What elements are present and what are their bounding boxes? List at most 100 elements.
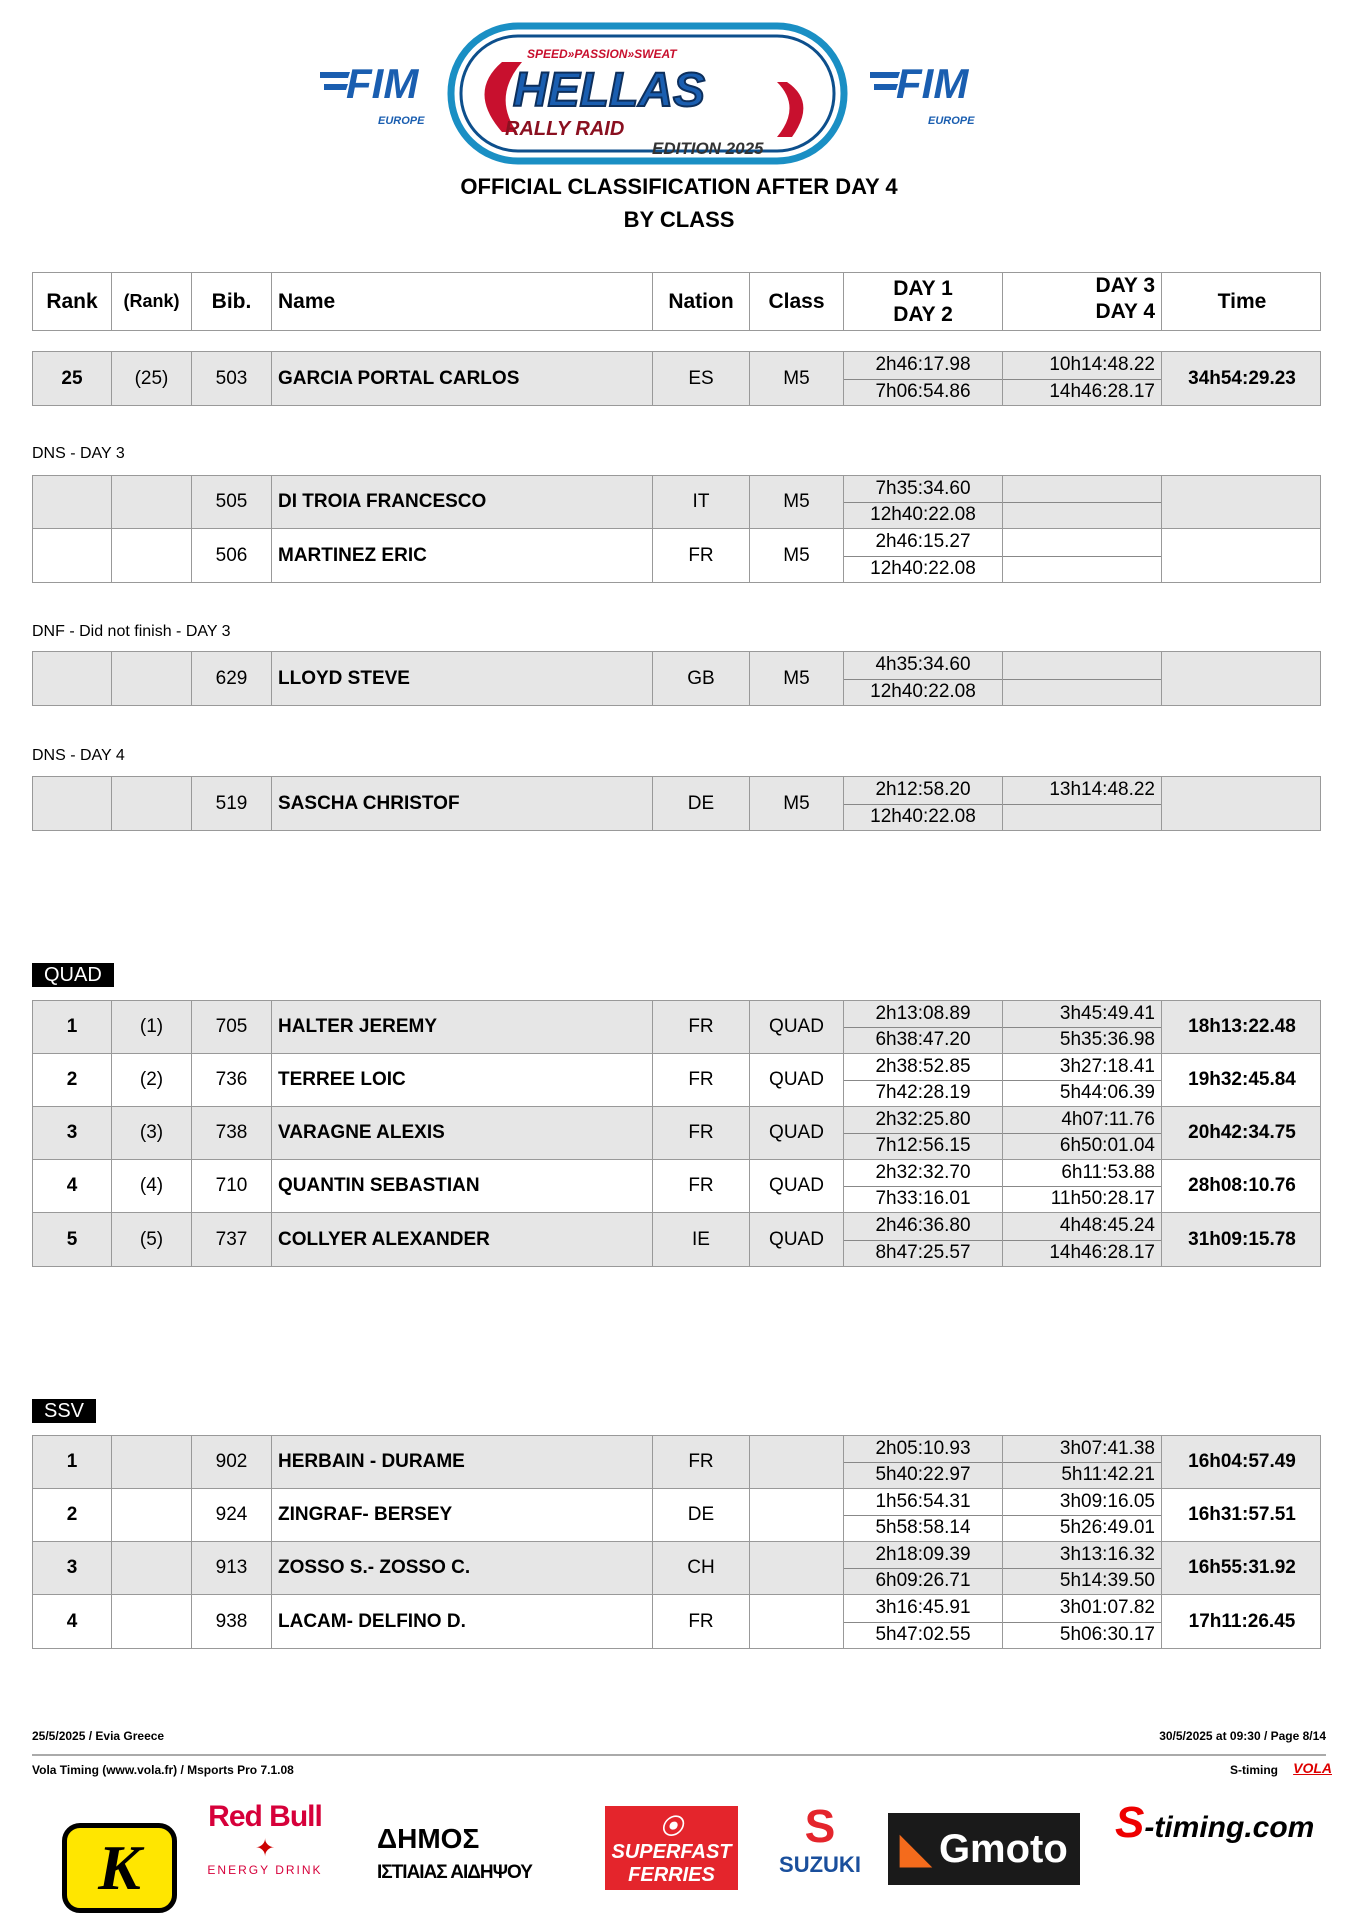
cell-bib: 629 [192,652,272,705]
cell-day1-day2: 2h32:32.70 7h33:16.01 [844,1160,1003,1212]
name-value: TERREE LOIC [278,1069,406,1090]
cell-name: HALTER JEREMY [271,1001,653,1053]
cell-rank [33,777,112,830]
table-row: 1 (1) 705 HALTER JEREMY FR QUAD 2h13:08.89 6h38… [33,1001,1320,1054]
rank-value: 3 [66,1557,78,1578]
cell-day3-day4: 10h14:48.22 14h46:28.17 [1003,352,1162,405]
cell-prev_rank [112,652,192,705]
bib-value: 736 [215,1069,248,1090]
total-time-value: 20h42:34.75 [1188,1122,1296,1143]
time-day2: 5h47:02.55 [875,1623,971,1645]
cell-rank [33,476,112,528]
cell-prev_rank: (4) [112,1160,192,1212]
cell-nation: FR [653,1107,750,1159]
time-day3: 3h27:18.41 [1003,1054,1161,1081]
cell-class [750,1436,844,1488]
total-time-value: 28h08:10.76 [1188,1175,1296,1196]
prev_rank-value: (2) [139,1069,164,1090]
cell-class [750,1595,844,1648]
header-bib: Bib. [192,273,272,330]
cell-name: QUANTIN SEBASTIAN [271,1160,653,1212]
class-value: QUAD [769,1069,824,1090]
bib-value: 738 [215,1122,248,1143]
rank-value: 5 [66,1228,78,1250]
nation-value: DE [687,1504,715,1525]
time-day2: 12h40:22.08 [870,805,976,827]
cell-bib: 913 [192,1542,272,1594]
bib-value: 705 [215,1016,248,1037]
name-value: ZINGRAF- BERSEY [278,1504,453,1525]
section-label: DNF - Did not finish - DAY 3 [32,623,231,640]
cell-class: M5 [750,352,844,405]
time-day4 [1003,679,1161,706]
time-day1: 4h35:34.60 [844,652,1002,680]
cell-day1-day2: 2h32:25.80 7h12:56.15 [844,1107,1003,1159]
table-row: 519 SASCHA CHRISTOF DE M5 2h12:58.20 12h40:22… [33,777,1320,830]
footer-print-page: 30/5/2025 at 09:30 / Page 8/14 [1159,1729,1326,1743]
cell-name: TERREE LOIC [271,1054,653,1106]
header-nation-label: Nation [668,289,734,313]
cell-bib: 506 [192,529,272,582]
time-day1: 7h35:34.60 [844,476,1002,503]
nation-value: IT [692,491,710,512]
cell-nation: CH [653,1542,750,1594]
rank-value: 4 [66,1175,78,1196]
class-value: QUAD [769,1016,824,1037]
cell-class: QUAD [750,1054,844,1106]
cell-total-time: 17h11:26.45 [1162,1595,1322,1648]
nation-value: FR [688,1122,714,1143]
total-time-value: 34h54:29.23 [1188,367,1296,389]
cell-prev_rank [112,1489,192,1541]
cell-class: QUAD [750,1001,844,1053]
cell-prev_rank [112,1595,192,1648]
time-day4 [1003,804,1161,831]
cell-day3-day4 [1003,476,1162,528]
time-day1: 1h56:54.31 [844,1489,1002,1516]
table-row: 2 (2) 736 TERREE LOIC FR QUAD 2h38:52.85 7h42:2… [33,1054,1320,1107]
name-value: SASCHA CHRISTOF [278,792,460,814]
table-row: 505 DI TROIA FRANCESCO IT M5 7h35:34.60 12h40… [33,476,1320,529]
cell-class: M5 [750,476,844,528]
cell-day1-day2: 2h46:36.80 8h47:25.57 [844,1213,1003,1266]
time-day2: 5h40:22.97 [875,1464,971,1485]
cell-day1-day2: 7h35:34.60 12h40:22.08 [844,476,1003,528]
page-title: OFFICIAL CLASSIFICATION AFTER DAY 4 [460,174,898,199]
cell-nation: FR [653,1595,750,1648]
class-badge: SSV [32,1399,97,1423]
table-row: 3 (3) 738 VARAGNE ALEXIS FR QUAD 2h32:25.80 7h1… [33,1107,1320,1160]
time-day4: 5h35:36.98 [1059,1029,1155,1050]
cell-total-time: 19h32:45.84 [1162,1054,1322,1106]
cell-day3-day4: 4h07:11.76 6h50:01.04 [1003,1107,1162,1159]
header-day2-label: DAY 2 [893,302,953,326]
cell-bib: 738 [192,1107,272,1159]
cell-name: ZOSSO S.- ZOSSO C. [271,1542,653,1594]
cell-total-time [1162,777,1322,830]
time-day3 [1003,529,1161,557]
cell-bib: 924 [192,1489,272,1541]
cell-day3-day4: 3h13:16.32 5h14:39.50 [1003,1542,1162,1594]
classification-table: 505 DI TROIA FRANCESCO IT M5 7h35:34.60 12h40… [32,475,1321,583]
time-day4: 14h46:28.17 [1049,380,1155,402]
cell-day3-day4: 13h14:48.22 [1003,777,1162,830]
time-day1: 2h46:17.98 [844,352,1002,380]
rank-value: 4 [66,1610,78,1632]
cell-bib: 737 [192,1213,272,1266]
prev_rank-value: (5) [139,1228,164,1250]
cell-class [750,1489,844,1541]
svg-text:SPEED»PASSION»SWEAT: SPEED»PASSION»SWEAT [527,47,678,61]
time-day2: 8h47:25.57 [875,1241,971,1263]
cell-nation: FR [653,1160,750,1212]
time-day1: 2h32:32.70 [844,1160,1002,1187]
time-day4 [1003,556,1161,583]
table-row: 3 913 ZOSSO S.- ZOSSO C. CH 2h18:09.39 6h09:2… [33,1542,1320,1595]
table-row: 4 (4) 710 QUANTIN SEBASTIAN FR QUAD 2h32:32.70… [33,1160,1320,1213]
time-day3: 3h45:49.41 [1003,1001,1161,1028]
nation-value: FR [688,1451,714,1472]
time-day4: 5h44:06.39 [1059,1082,1155,1103]
cell-rank: 3 [33,1107,112,1159]
header-day3-day4: DAY 3 DAY 4 [1003,273,1162,330]
cell-prev_rank: (1) [112,1001,192,1053]
cell-rank: 3 [33,1542,112,1594]
time-day3: 3h01:07.82 [1003,1595,1161,1623]
klim-logo: K [62,1823,177,1913]
